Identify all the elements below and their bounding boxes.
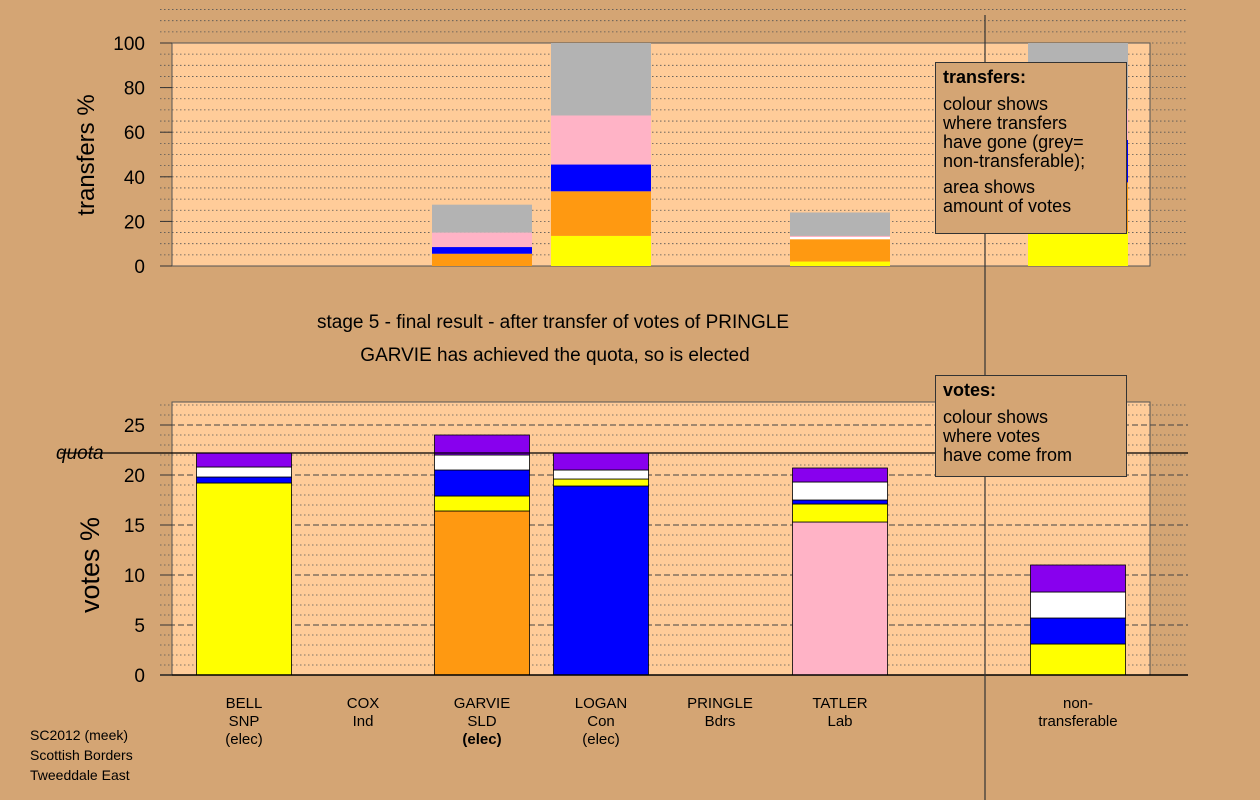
candidate-label-line: Lab [827, 713, 852, 730]
transfer-segment-orange [551, 191, 651, 236]
transfer-segment-pink [432, 232, 532, 248]
transfers-tick-label: 20 [124, 212, 145, 233]
transfer-segment-yellow [1028, 231, 1128, 266]
transfers-legend-text: where transfers [943, 113, 1068, 133]
vote-segment-white [434, 454, 530, 471]
vote-segment-yellow [196, 482, 292, 676]
footer-line-2: Scottish Borders [30, 747, 133, 763]
transfers-legend-text: colour shows [943, 94, 1049, 114]
transfer-segment-orange [432, 253, 532, 266]
votes-tick-label: 25 [124, 416, 145, 437]
transfers-tick-label: 0 [134, 257, 145, 278]
transfers-tick-label: 40 [124, 168, 145, 189]
votes-legend-box: votes: colour shows where votes have com… [935, 375, 1127, 477]
footer-line-3: Tweeddale East [30, 767, 130, 783]
vote-segment-blue [196, 476, 292, 484]
footer-line-1: SC2012 (meek) [30, 727, 128, 743]
votes-tick-label: 10 [124, 566, 145, 587]
candidate-label-line: TATLER [812, 695, 867, 712]
candidate-label-line: transferable [1038, 713, 1117, 730]
stage-subtitle: GARVIE has achieved the quota, so is ele… [360, 345, 749, 366]
transfer-segment-white [790, 237, 890, 240]
vote-segment-white [553, 469, 649, 480]
votes-tick-label: 20 [124, 466, 145, 487]
candidate-label-line: SLD [467, 713, 496, 730]
candidate-label-line: LOGAN [575, 695, 628, 712]
vote-segment-yellow [1030, 643, 1126, 676]
vote-segment-white [196, 466, 292, 478]
candidate-label-line: Con [587, 713, 615, 730]
candidate-label-line: Bdrs [705, 713, 736, 730]
candidate-label-line: (elec) [582, 731, 620, 748]
vote-segment-blue [792, 499, 888, 505]
transfers-tick-label: 60 [124, 123, 145, 144]
vote-segment-white [1030, 591, 1126, 619]
votes-tick-label: 5 [134, 616, 145, 637]
candidate-label-line: BELL [226, 695, 263, 712]
candidate-label-line: SNP [229, 713, 260, 730]
votes-y-axis-label: votes % [75, 517, 105, 613]
candidate-label-line: (elec) [225, 731, 263, 748]
votes-tick-label: 0 [134, 666, 145, 687]
quota-label: quota [56, 443, 104, 464]
candidate-label-line: COX [347, 695, 380, 712]
vote-segment-blue [1030, 617, 1126, 645]
votes-legend-text: where votes [943, 426, 1041, 446]
vote-segment-purple [196, 452, 292, 468]
vote-segment-yellow [434, 495, 530, 512]
transfers-legend-box: transfers: colour shows where transfers … [935, 62, 1127, 234]
vote-segment-white [792, 481, 888, 501]
transfer-segment-pink [551, 115, 651, 165]
transfers-tick-label: 100 [113, 34, 145, 55]
vote-segment-yellow [792, 503, 888, 523]
transfer-segment-blue [432, 247, 532, 254]
transfers-legend-text: have gone (grey= [943, 132, 1084, 152]
vote-segment-purple [553, 452, 649, 471]
candidate-label-line: PRINGLE [687, 695, 753, 712]
vote-segment-orange [434, 510, 530, 676]
transfers-y-axis-label: transfers % [73, 94, 100, 215]
vote-segment-purple [792, 467, 888, 483]
transfers-legend-text: area shows [943, 177, 1036, 197]
candidate-label-line: GARVIE [454, 695, 510, 712]
transfer-segment-orange [790, 239, 890, 262]
candidate-label-line: (elec) [462, 731, 501, 748]
candidate-label-line: Ind [353, 713, 374, 730]
vote-segment-purple [434, 434, 530, 456]
candidate-label-line: non- [1063, 695, 1093, 712]
stage-title: stage 5 - final result - after transfer … [317, 312, 789, 333]
transfer-segment-grey [432, 204, 532, 233]
transfers-legend-heading: transfers: [943, 67, 1027, 87]
votes-legend-heading: votes: [943, 380, 997, 400]
transfers-legend-text: non-transferable); [943, 151, 1086, 171]
transfer-segment-grey [551, 43, 651, 116]
votes-legend-text: have come from [943, 445, 1073, 465]
transfer-segment-yellow [551, 235, 651, 266]
votes-legend-text: colour shows [943, 407, 1049, 427]
vote-segment-blue [434, 469, 530, 497]
votes-tick-label: 15 [124, 516, 145, 537]
vote-segment-yellow [553, 478, 649, 487]
transfers-legend-text: amount of votes [943, 196, 1072, 216]
transfer-segment-blue [551, 164, 651, 192]
vote-segment-purple [1030, 564, 1126, 593]
vote-segment-blue [553, 485, 649, 676]
vote-segment-pink [792, 521, 888, 676]
transfers-tick-label: 80 [124, 79, 145, 100]
transfer-segment-grey [790, 212, 890, 236]
transfer-segment-yellow [790, 261, 890, 266]
transfer-segment-pink [790, 235, 890, 238]
